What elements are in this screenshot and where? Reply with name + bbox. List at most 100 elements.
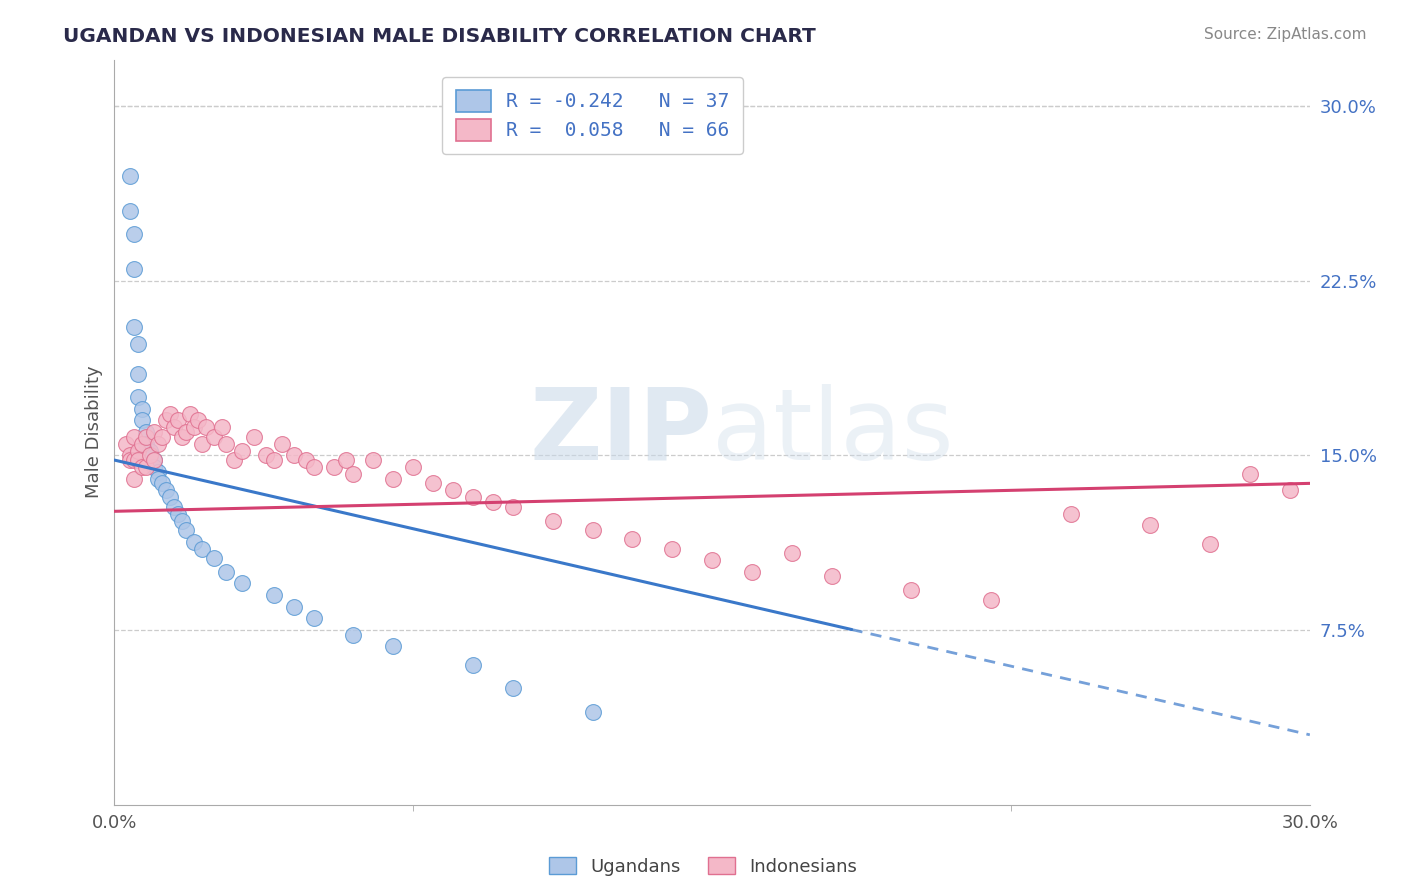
Point (124, 262, 146, 277)
Point (174, 425, 197, 439)
Point (254, 449, 277, 463)
Point (191, 541, 214, 556)
Point (215, 565, 238, 579)
Point (342, 628, 364, 642)
Point (120, 203, 142, 218)
Point (322, 460, 344, 475)
Point (1239, 467, 1261, 481)
Point (159, 407, 181, 421)
Point (302, 460, 325, 475)
Text: atlas: atlas (711, 384, 953, 481)
Point (127, 390, 149, 404)
Point (1060, 507, 1083, 521)
Point (127, 443, 149, 458)
Point (231, 443, 253, 458)
Point (127, 367, 149, 381)
Point (502, 500, 524, 514)
Point (183, 534, 205, 549)
Point (461, 657, 484, 672)
Point (124, 453, 146, 467)
Point (167, 413, 190, 427)
Point (120, 449, 142, 463)
Point (115, 437, 138, 451)
Point (155, 413, 177, 427)
Point (283, 599, 305, 614)
Point (167, 507, 190, 521)
Point (581, 705, 603, 719)
Point (139, 443, 162, 458)
Point (127, 453, 149, 467)
Y-axis label: Male Disability: Male Disability (86, 366, 103, 499)
Point (124, 430, 146, 444)
Point (172, 430, 194, 444)
Point (143, 425, 166, 439)
Point (179, 407, 201, 421)
Point (270, 437, 292, 451)
Point (1199, 537, 1222, 551)
Point (980, 592, 1002, 607)
Point (482, 495, 505, 509)
Point (172, 514, 194, 528)
Point (124, 472, 146, 486)
Point (502, 681, 524, 696)
Point (741, 565, 763, 579)
Point (120, 453, 142, 467)
Point (195, 420, 218, 434)
Point (155, 483, 177, 498)
Point (231, 576, 253, 591)
Legend: Ugandans, Indonesians: Ugandans, Indonesians (541, 850, 865, 883)
Point (143, 453, 166, 467)
Point (621, 533, 644, 547)
Point (461, 491, 484, 505)
Text: Source: ZipAtlas.com: Source: ZipAtlas.com (1204, 27, 1367, 42)
Point (143, 453, 166, 467)
Point (135, 425, 157, 439)
Point (159, 491, 181, 505)
Point (900, 583, 922, 598)
Point (163, 420, 186, 434)
Point (202, 430, 225, 444)
Point (541, 514, 564, 528)
Point (191, 437, 214, 451)
Point (135, 460, 157, 475)
Point (211, 420, 233, 434)
Legend: R = -0.242   N = 37, R =  0.058   N = 66: R = -0.242 N = 37, R = 0.058 N = 66 (441, 77, 744, 154)
Point (342, 467, 364, 481)
Point (131, 413, 153, 427)
Point (382, 472, 405, 486)
Point (124, 320, 146, 334)
Point (127, 336, 149, 351)
Point (215, 437, 238, 451)
Point (131, 460, 153, 475)
Point (363, 453, 385, 467)
Point (283, 449, 305, 463)
Point (821, 569, 844, 583)
Point (402, 460, 425, 475)
Point (335, 453, 357, 467)
Text: ZIP: ZIP (529, 384, 711, 481)
Point (243, 430, 266, 444)
Point (148, 465, 170, 479)
Point (163, 500, 186, 514)
Point (148, 472, 170, 486)
Point (148, 437, 170, 451)
Point (1278, 483, 1301, 498)
Point (294, 453, 316, 467)
Point (135, 430, 157, 444)
Point (700, 553, 723, 567)
Point (131, 401, 153, 416)
Point (1139, 518, 1161, 533)
Text: UGANDAN VS INDONESIAN MALE DISABILITY CORRELATION CHART: UGANDAN VS INDONESIAN MALE DISABILITY CO… (63, 27, 815, 45)
Point (202, 550, 225, 565)
Point (581, 523, 603, 537)
Point (222, 453, 245, 467)
Point (187, 413, 209, 427)
Point (422, 476, 444, 491)
Point (143, 460, 166, 475)
Point (263, 453, 285, 467)
Point (302, 611, 325, 625)
Point (382, 640, 405, 654)
Point (120, 169, 142, 183)
Point (174, 523, 197, 537)
Point (661, 541, 683, 556)
